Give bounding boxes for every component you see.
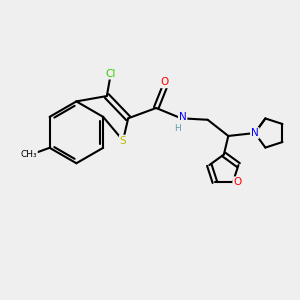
Text: O: O <box>161 77 169 87</box>
Text: N: N <box>179 112 187 122</box>
Text: S: S <box>120 136 126 146</box>
Text: N: N <box>251 128 259 138</box>
Text: CH₃: CH₃ <box>20 150 37 159</box>
Text: H: H <box>174 124 181 133</box>
Text: Cl: Cl <box>105 69 115 79</box>
Text: O: O <box>233 177 242 187</box>
